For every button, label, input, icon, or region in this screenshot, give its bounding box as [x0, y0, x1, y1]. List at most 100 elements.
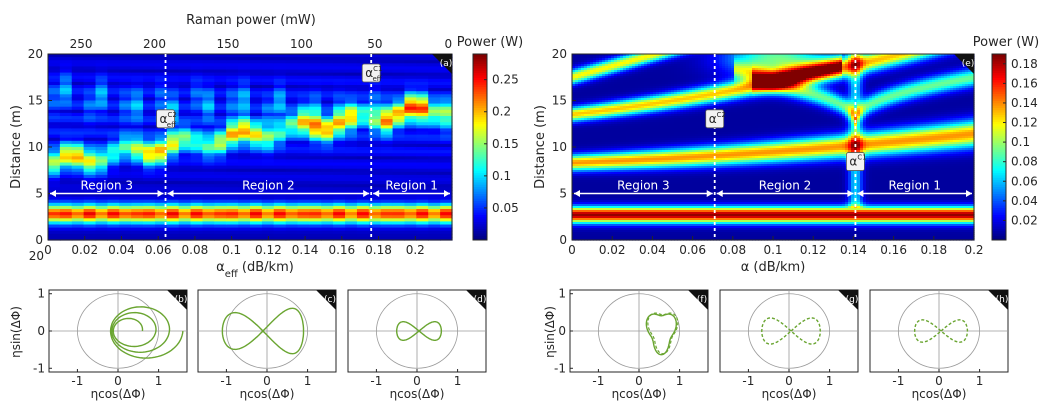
heatmap-cell — [309, 212, 322, 216]
heatmap-cell — [48, 150, 61, 154]
heatmap-cell — [190, 202, 204, 207]
heatmap-cell — [404, 137, 417, 142]
heatmap-cell — [380, 116, 394, 120]
heatmap-cell — [178, 137, 192, 142]
heatmap-cell — [380, 78, 394, 83]
heatmap-cell — [297, 63, 311, 67]
heatmap-cell — [83, 199, 97, 204]
heatmap-cell — [119, 156, 132, 160]
heatmap-cell — [95, 122, 109, 126]
heatmap-cell — [356, 88, 370, 92]
heatmap-cell — [202, 156, 215, 160]
heatmap-cell — [131, 212, 144, 216]
heatmap-cell — [214, 116, 227, 120]
heatmap-cell — [356, 119, 370, 123]
heatmap-cell — [95, 66, 109, 71]
heatmap-cell — [285, 193, 299, 198]
heatmap-cell — [392, 236, 406, 241]
heatmap-cell — [154, 85, 168, 89]
heatmap-cell — [261, 147, 275, 151]
heatmap-cell — [368, 122, 382, 126]
heatmap-cell — [131, 178, 144, 182]
heatmap-cell — [250, 85, 263, 89]
heatmap-cell — [309, 159, 322, 164]
heatmap-cell — [238, 165, 251, 170]
heatmap-cell — [95, 205, 109, 210]
heatmap-cell — [238, 100, 251, 105]
heatmap-cell — [250, 209, 263, 213]
heatmap-cell — [190, 233, 204, 238]
heatmap-cell — [95, 75, 109, 80]
heatmap-cell — [214, 215, 227, 219]
heatmap-cell — [190, 112, 204, 117]
heatmap-cell — [380, 140, 394, 145]
heatmap-cell — [119, 137, 132, 142]
heatmap-cell — [190, 78, 204, 83]
heatmap-cell — [95, 212, 109, 216]
heatmap-cell — [143, 190, 156, 195]
heatmap-cell — [59, 78, 73, 83]
heatmap-cell — [404, 88, 417, 92]
left-heatmap-panel: Raman power (mW) 250 200 150 100 50 0 0 0.02 0.… — [9, 13, 523, 280]
left-colorbar: 0.250.20.150.10.05 — [472, 53, 519, 241]
heatmap-cell — [95, 57, 109, 61]
heatmap-cell — [238, 212, 251, 216]
heatmap-cell — [392, 60, 406, 64]
heatmap-cell — [368, 236, 382, 241]
heatmap-cell — [309, 57, 322, 61]
heatmap-cell — [154, 224, 168, 229]
heatmap-cell — [392, 116, 406, 120]
heatmap-cell — [380, 215, 394, 219]
heatmap-cell — [261, 202, 275, 207]
heatmap-cell — [166, 233, 180, 238]
heatmap-cell — [190, 143, 204, 148]
heatmap-cell — [226, 128, 239, 133]
heatmap-cell — [309, 236, 322, 241]
heatmap-cell — [107, 209, 120, 213]
heatmap-cell — [261, 116, 275, 120]
heatmap-cell — [356, 143, 370, 148]
heatmap-cell — [380, 112, 394, 117]
heatmap-cell — [95, 162, 109, 167]
heatmap-cell — [333, 178, 346, 182]
heatmap-cell — [166, 156, 180, 160]
heatmap-cell — [119, 233, 132, 238]
heatmap-cell — [202, 202, 215, 207]
x-tick-label: 0.18 — [365, 243, 392, 257]
heatmap-cell — [261, 227, 275, 232]
heatmap-cell — [131, 88, 144, 92]
heatmap-cell — [48, 202, 61, 207]
heatmap-cell — [238, 193, 251, 198]
heatmap-cell — [273, 162, 287, 167]
heatmap-cell — [368, 193, 382, 198]
heatmap-cell — [214, 202, 227, 207]
heatmap-cell — [321, 209, 334, 213]
heatmap-cell — [238, 178, 251, 182]
heatmap-cell — [95, 230, 109, 235]
heatmap-cell — [95, 137, 109, 142]
heatmap-cell — [48, 218, 61, 222]
heatmap-cell — [143, 196, 156, 201]
heatmap-cell — [119, 131, 132, 136]
heatmap-cell — [250, 202, 263, 207]
heatmap-cell — [297, 153, 311, 157]
heatmap-cell — [214, 112, 227, 117]
heatmap-cell — [250, 119, 263, 123]
heatmap-cell — [285, 66, 299, 71]
heatmap-cell — [202, 78, 215, 83]
heatmap-cell — [143, 147, 156, 151]
heatmap-cell — [119, 66, 132, 71]
heatmap-cell — [143, 178, 156, 182]
heatmap-cell — [273, 196, 287, 201]
heatmap-cell — [107, 150, 120, 154]
heatmap-cell — [261, 134, 275, 139]
heatmap-cell — [356, 224, 370, 229]
heatmap-cell — [309, 209, 322, 213]
heatmap-cell — [380, 69, 394, 74]
heatmap-cell — [309, 147, 322, 151]
heatmap-cell — [250, 78, 263, 83]
heatmap-cell — [261, 184, 275, 188]
heatmap-cell — [59, 168, 73, 173]
heatmap-cell — [368, 100, 382, 105]
heatmap-cell — [309, 196, 322, 201]
